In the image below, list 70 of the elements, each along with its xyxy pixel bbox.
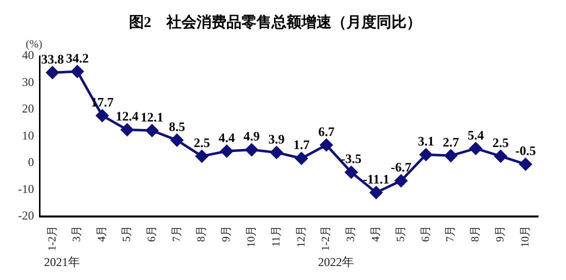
x-tick-label: 5月 — [121, 225, 134, 242]
y-tick-label: 0 — [28, 155, 34, 170]
data-label: 1.7 — [293, 137, 310, 152]
data-label: 4.4 — [218, 130, 236, 145]
x-tick-label: 3月 — [71, 225, 84, 242]
x-tick-label: 4月 — [370, 225, 382, 242]
y-axis-title: (%) — [26, 38, 43, 50]
point — [345, 166, 358, 178]
data-label: -3.5 — [340, 151, 362, 166]
y-tick-label: 20 — [22, 102, 34, 116]
point — [196, 150, 208, 162]
x-tick-label: 10月 — [246, 225, 258, 248]
x-tick-label: 7月 — [444, 225, 457, 242]
data-label: 34.2 — [66, 50, 89, 66]
x-tick-label: 8月 — [196, 225, 208, 242]
data-label: 4.9 — [244, 128, 260, 144]
y-tick-label: -10 — [18, 182, 34, 196]
x-tick-label: 9月 — [220, 225, 233, 242]
x-tick-label: 7月 — [170, 225, 183, 242]
data-label: -11.1 — [362, 171, 390, 186]
x-tick-label: 1-2月 — [320, 225, 332, 252]
point — [444, 149, 458, 162]
x-tick-label: 12月 — [295, 225, 308, 248]
x-tick-label: 5月 — [394, 225, 407, 242]
point — [320, 138, 333, 152]
point — [96, 109, 108, 122]
point — [220, 144, 233, 158]
point — [71, 65, 84, 78]
x-tick-label: 4月 — [96, 225, 108, 242]
x-tick-label: 6月 — [420, 225, 432, 242]
data-label: -6.7 — [390, 160, 412, 175]
x-tick-label: 8月 — [470, 225, 482, 242]
data-label: 33.8 — [41, 51, 64, 66]
chart-title: 图2 社会消费品零售总额增速（月度同比） — [128, 12, 422, 31]
data-label: 3.9 — [268, 131, 286, 146]
x-tick-label: 11月 — [270, 225, 282, 247]
data-label: 8.5 — [168, 119, 186, 134]
x-tick-label: 1-2月 — [46, 225, 58, 252]
point — [120, 124, 134, 136]
data-label: 2.5 — [194, 135, 210, 150]
x-tick-label: 9月 — [494, 225, 507, 242]
data-label: 5.4 — [468, 127, 484, 142]
y-tick-label: 40 — [22, 48, 34, 62]
text: 2022年 — [318, 254, 354, 271]
point — [519, 158, 532, 170]
point — [46, 66, 59, 79]
data-label: 12.4 — [116, 108, 140, 124]
data-label: 2.7 — [442, 134, 460, 150]
x-tick-label: 3月 — [345, 225, 358, 242]
data-label: 2.5 — [492, 135, 510, 150]
x-tick-label: 6月 — [146, 225, 158, 242]
point — [245, 144, 258, 156]
data-label: -0.5 — [515, 143, 536, 158]
point — [470, 142, 482, 155]
point — [370, 186, 382, 199]
point — [146, 124, 158, 137]
point — [494, 150, 507, 162]
point — [394, 174, 408, 188]
data-label: 12.1 — [140, 109, 164, 124]
data-label: 3.1 — [418, 133, 434, 148]
point — [170, 134, 184, 146]
point — [295, 152, 308, 165]
point — [270, 146, 283, 159]
y-tick-label: 30 — [22, 74, 34, 89]
data-label: 6.7 — [318, 124, 335, 139]
x-tick-label: 10月 — [519, 225, 532, 248]
y-tick-label: 10 — [22, 128, 34, 142]
y-tick-label: -20 — [18, 208, 34, 222]
point — [420, 148, 432, 161]
text: 2021年 — [44, 254, 80, 271]
